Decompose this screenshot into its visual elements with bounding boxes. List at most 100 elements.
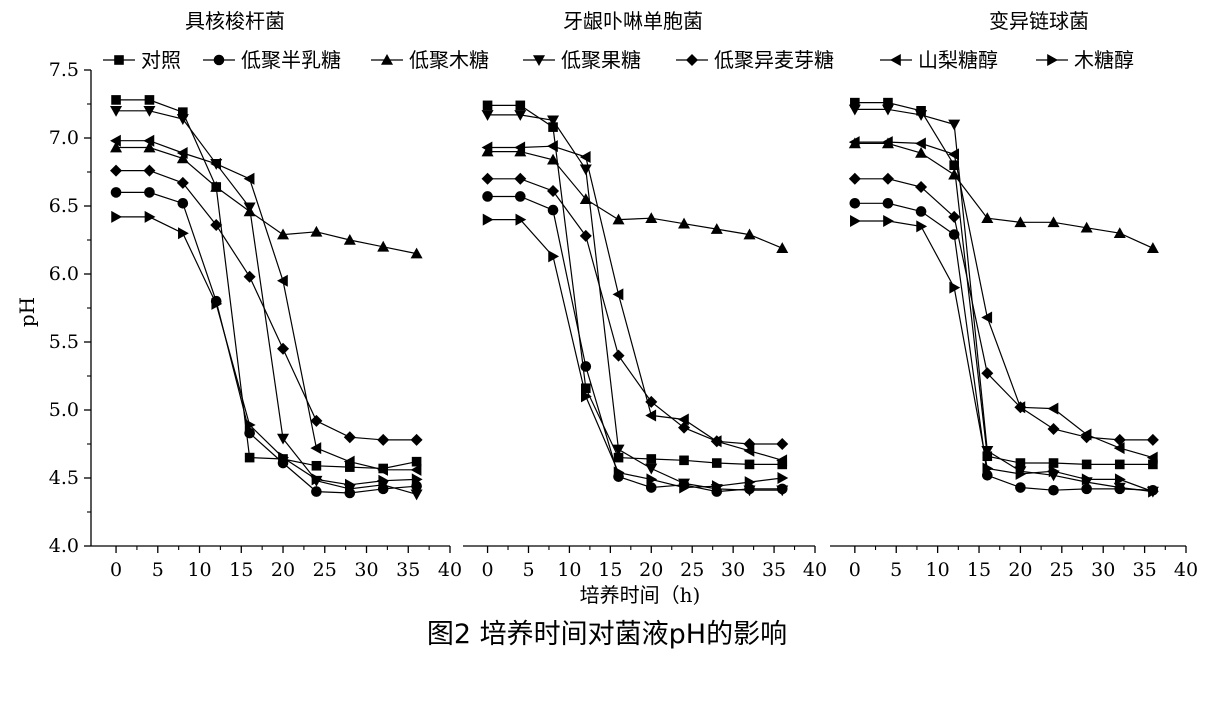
- data-point: [311, 486, 322, 497]
- data-point: [410, 433, 423, 446]
- data-point: [981, 311, 993, 324]
- data-point: [1113, 227, 1126, 238]
- legend-label: 低聚异麦芽糖: [714, 48, 834, 72]
- data-point: [850, 97, 860, 108]
- legend-label: 低聚木糖: [409, 48, 489, 72]
- data-point: [176, 114, 189, 125]
- data-point: [1113, 433, 1126, 446]
- data-point: [881, 104, 894, 116]
- series-line: [116, 170, 417, 441]
- series-line: [116, 191, 417, 494]
- data-point: [711, 480, 723, 493]
- legend-marker: [1047, 54, 1058, 66]
- data-point: [310, 225, 323, 237]
- data-point: [547, 115, 560, 127]
- data-point: [411, 456, 422, 467]
- data-point: [111, 95, 121, 105]
- data-point: [645, 482, 657, 493]
- data-point: [915, 110, 928, 121]
- data-point: [176, 146, 188, 159]
- series-line: [854, 178, 1153, 441]
- data-point: [645, 409, 657, 422]
- data-point: [613, 452, 624, 463]
- legend-item: 低聚半乳糖: [203, 48, 341, 72]
- data-point: [777, 459, 788, 470]
- data-point: [277, 274, 288, 287]
- y-tick-label: 7.5: [49, 59, 79, 81]
- chart-panel: 牙龈卟啉单胞菌 0 5 10 15 20 25 30 35 40: [463, 9, 827, 581]
- legend-marker: [114, 55, 124, 65]
- x-tick-label: 0: [849, 559, 861, 581]
- data-point: [211, 297, 223, 310]
- panel-title: 牙龈卟啉单胞菌: [563, 9, 703, 33]
- series-line: [854, 108, 1153, 493]
- legend-item: 低聚木糖: [371, 48, 489, 72]
- data-point: [548, 250, 560, 263]
- x-tick-label: 30: [721, 559, 745, 581]
- data-point: [243, 270, 256, 283]
- data-point: [378, 474, 390, 487]
- data-point: [776, 242, 789, 253]
- data-point: [678, 478, 691, 490]
- x-tick-label: 20: [271, 559, 295, 581]
- y-tick-label: 5.0: [49, 399, 79, 421]
- data-point: [743, 228, 756, 240]
- data-point: [1048, 484, 1059, 496]
- data-point: [176, 176, 189, 189]
- data-point: [515, 191, 526, 202]
- panel-title: 具核梭杆菌: [185, 9, 285, 33]
- data-point: [144, 210, 156, 223]
- data-point: [278, 451, 290, 464]
- data-point: [244, 418, 256, 431]
- data-point: [410, 463, 422, 476]
- data-point: [243, 202, 256, 214]
- x-tick-label: 10: [187, 559, 211, 581]
- data-point: [1146, 242, 1159, 253]
- data-point: [848, 104, 861, 116]
- chart-legend: 对照 低聚半乳糖 低聚木糖 低聚果糖 低聚异麦芽糖 山梨糖醇 木糖醇: [103, 48, 1134, 72]
- chart-panel: 具核梭杆菌 0 5 10 15 20 25 30 35 40: [91, 9, 462, 581]
- data-point: [848, 136, 860, 149]
- data-point: [579, 229, 592, 242]
- data-point: [678, 421, 691, 434]
- data-point: [482, 100, 493, 111]
- series-line: [487, 178, 783, 445]
- data-point: [776, 438, 789, 450]
- x-tick-label: 0: [110, 559, 122, 581]
- data-point: [776, 454, 788, 467]
- data-point: [646, 473, 658, 486]
- y-tick-label: 7.0: [49, 127, 79, 149]
- data-point: [743, 444, 755, 457]
- legend-marker: [381, 54, 393, 65]
- series-line: [854, 202, 1153, 491]
- data-point: [144, 95, 155, 105]
- data-point: [1047, 216, 1060, 228]
- data-point: [377, 433, 390, 446]
- legend-marker: [686, 54, 698, 66]
- x-tick-label: 15: [967, 559, 991, 581]
- data-point: [710, 435, 722, 448]
- data-point: [710, 223, 723, 234]
- data-point: [177, 197, 189, 209]
- data-point: [481, 110, 494, 121]
- data-point: [143, 106, 156, 117]
- y-tick-label: 4.5: [49, 467, 79, 489]
- data-point: [514, 110, 527, 121]
- data-point: [883, 214, 894, 227]
- data-point: [612, 288, 624, 301]
- legend-item: 山梨糖醇: [880, 48, 998, 72]
- data-point: [410, 247, 423, 259]
- x-tick-label: 30: [1091, 559, 1115, 581]
- legend-label: 低聚半乳糖: [241, 48, 341, 72]
- data-point: [143, 164, 156, 177]
- data-point: [881, 172, 894, 185]
- data-point: [1113, 482, 1126, 494]
- data-point: [679, 481, 691, 494]
- data-point: [948, 148, 959, 161]
- data-point: [678, 217, 691, 229]
- x-tick-label: 20: [1008, 559, 1032, 581]
- data-point: [916, 220, 928, 233]
- series-line: [116, 110, 417, 495]
- data-point: [1114, 473, 1126, 486]
- data-point: [277, 342, 290, 355]
